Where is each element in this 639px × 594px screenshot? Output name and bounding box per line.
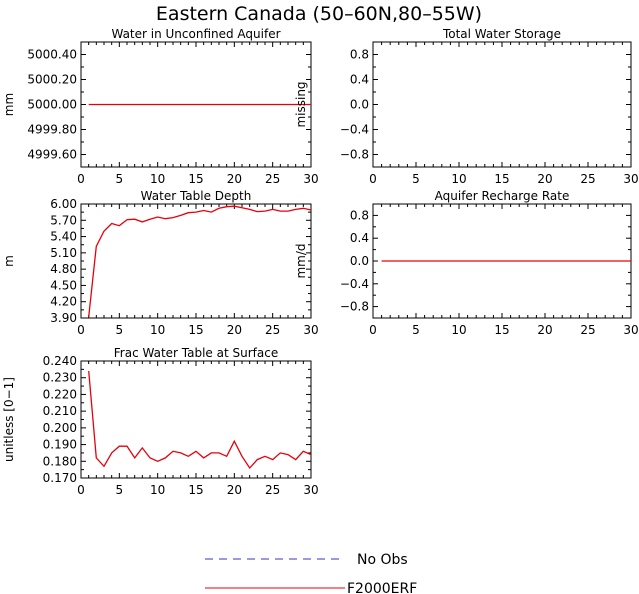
panel-title: Frac Water Table at Surface xyxy=(114,346,278,360)
y-tick-label: 4.80 xyxy=(50,262,77,276)
panel-p5: Frac Water Table at Surface unitless [0−1… xyxy=(2,346,319,497)
x-tick-label: 10 xyxy=(451,172,466,186)
y-tick-label: 4.20 xyxy=(50,295,77,309)
y-tick-label: 5.70 xyxy=(50,213,77,227)
y-tick-label: −0.4 xyxy=(340,123,369,137)
y-tick-label: 0.230 xyxy=(43,371,77,385)
x-tick-label: 10 xyxy=(150,323,165,337)
x-tick-label: 15 xyxy=(494,323,509,337)
x-tick-label: 0 xyxy=(369,323,377,337)
legend: No Obs F2000ERF xyxy=(205,552,417,594)
plot-frame xyxy=(372,41,632,168)
y-axis-label: missing xyxy=(294,81,308,127)
y-tick-label: 5.40 xyxy=(50,230,77,244)
legend-f2000erf-label: F2000ERF xyxy=(347,581,417,594)
x-tick-label: 15 xyxy=(188,172,203,186)
x-tick-label: 25 xyxy=(580,323,595,337)
y-tick-label: 4999.80 xyxy=(27,123,77,137)
y-tick-label: 0.8 xyxy=(350,48,369,62)
x-tick-label: 30 xyxy=(303,172,318,186)
panel-title: Aquifer Recharge Rate xyxy=(435,189,570,203)
y-tick-label: 5000.00 xyxy=(27,98,77,112)
y-axis-label: mm/d xyxy=(294,243,308,278)
y-tick-label: −0.8 xyxy=(340,148,369,162)
x-tick-label: 5 xyxy=(412,172,420,186)
series-line-f2000erf xyxy=(88,205,312,317)
y-tick-label: 4999.60 xyxy=(27,148,77,162)
panels: Water in Unconfined Aquifer mm 0 5 10 15 20 25 3… xyxy=(2,27,639,497)
x-tick-label: 10 xyxy=(150,172,165,186)
x-tick-label: 20 xyxy=(227,323,242,337)
x-tick-label: 15 xyxy=(188,323,203,337)
x-tick-label: 30 xyxy=(303,483,318,497)
y-tick-label: 0.220 xyxy=(43,387,77,401)
panel-p2: Total Water Storage missing 0 5 10 15 20 25 30 0.… xyxy=(294,27,639,186)
x-tick-label: 30 xyxy=(623,172,638,186)
x-tick-label: 20 xyxy=(537,172,552,186)
panel-title: Total Water Storage xyxy=(442,27,561,41)
y-axis-label: unitless [0−1] xyxy=(2,377,16,462)
y-tick-label: 0.4 xyxy=(350,231,369,245)
x-tick-label: 0 xyxy=(369,172,377,186)
panel-title: Water Table Depth xyxy=(141,189,252,203)
y-axis-label: mm xyxy=(2,93,16,116)
panel-p4: Aquifer Recharge Rate mm/d 0 5 10 15 20 25 30 0.8… xyxy=(294,189,639,337)
y-tick-label: 4.50 xyxy=(50,278,77,292)
plot-frame xyxy=(80,203,312,319)
y-tick-label: 0.210 xyxy=(43,404,77,418)
y-tick-label: 0.4 xyxy=(350,73,369,87)
x-tick-label: 20 xyxy=(227,172,242,186)
y-tick-label: 6.00 xyxy=(50,197,77,211)
y-tick-label: 5000.20 xyxy=(27,73,77,87)
x-tick-label: 10 xyxy=(451,323,466,337)
plot-frame xyxy=(80,360,312,479)
panel-p3: Water Table Depth m 0 5 10 15 20 25 30 6.00 5.70 5.… xyxy=(2,189,319,337)
x-tick-label: 25 xyxy=(265,483,280,497)
y-tick-label: −0.8 xyxy=(340,300,369,314)
y-axis-label: m xyxy=(2,255,16,267)
y-tick-label: 0.8 xyxy=(350,208,369,222)
x-tick-label: 25 xyxy=(265,323,280,337)
y-tick-label: 0.0 xyxy=(350,254,369,268)
y-tick-label: 5.10 xyxy=(50,246,77,260)
y-tick-label: 3.90 xyxy=(50,311,77,325)
x-tick-label: 15 xyxy=(188,483,203,497)
x-tick-label: 30 xyxy=(623,323,638,337)
x-tick-label: 5 xyxy=(412,323,420,337)
x-tick-label: 30 xyxy=(303,323,318,337)
y-tick-label: −0.4 xyxy=(340,277,369,291)
x-tick-label: 5 xyxy=(116,483,124,497)
panel-title: Water in Unconfined Aquifer xyxy=(111,27,280,41)
y-tick-label: 0.240 xyxy=(43,354,77,368)
series-line-f2000erf xyxy=(88,370,312,470)
x-tick-label: 20 xyxy=(537,323,552,337)
y-tick-label: 0.200 xyxy=(43,421,77,435)
y-tick-label: 0.0 xyxy=(350,98,369,112)
x-tick-label: 10 xyxy=(150,483,165,497)
x-tick-label: 0 xyxy=(77,483,85,497)
legend-no-obs-label: No Obs xyxy=(357,552,408,568)
y-tick-label: 0.170 xyxy=(43,471,77,485)
x-tick-label: 5 xyxy=(116,172,124,186)
panel-p1: Water in Unconfined Aquifer mm 0 5 10 15 20 25 3… xyxy=(2,27,319,186)
x-tick-label: 25 xyxy=(580,172,595,186)
x-tick-label: 0 xyxy=(77,323,85,337)
figure-title: Eastern Canada (50–60N,80–55W) xyxy=(156,3,482,25)
y-tick-label: 5000.40 xyxy=(27,48,77,62)
x-tick-label: 5 xyxy=(116,323,124,337)
x-tick-label: 20 xyxy=(227,483,242,497)
x-tick-label: 25 xyxy=(265,172,280,186)
x-tick-label: 0 xyxy=(77,172,85,186)
y-tick-label: 0.190 xyxy=(43,438,77,452)
y-tick-label: 0.180 xyxy=(43,454,77,468)
x-tick-label: 15 xyxy=(494,172,509,186)
